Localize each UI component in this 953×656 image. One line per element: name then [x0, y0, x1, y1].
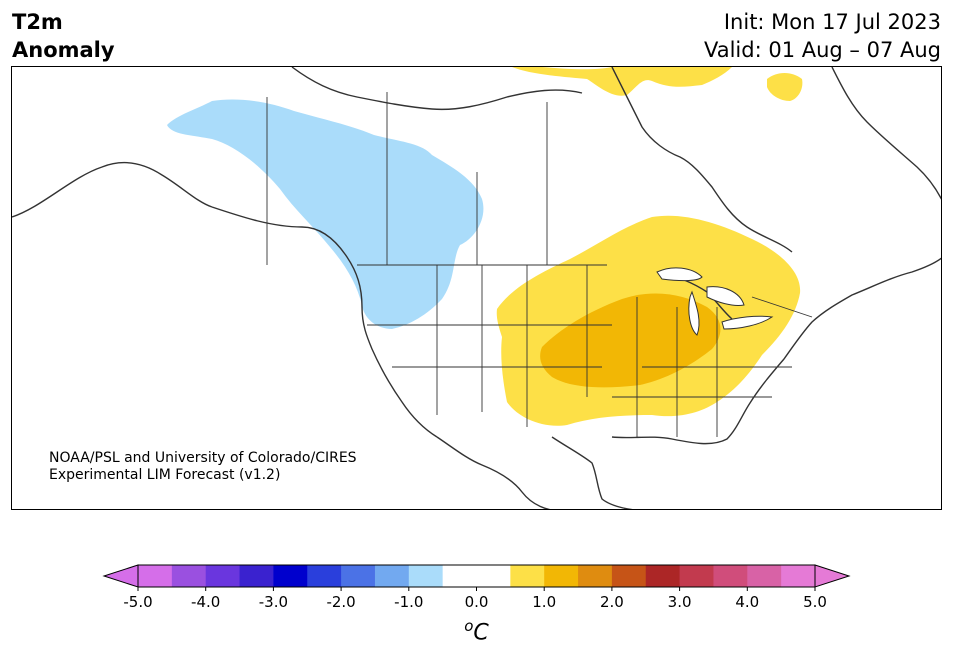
forecast-dates: Init: Mon 17 Jul 2023 Valid: 01 Aug – 07… [704, 8, 941, 64]
colorbar-segment [679, 565, 714, 587]
colorbar-tick-label: 1.0 [532, 593, 556, 611]
colorbar: -5.0 -4.0 -3.0 -2.0 -1.0 0.0 1.0 2.0 3.0 4.0 5.0 o… [0, 555, 953, 656]
colorbar-segment [138, 565, 173, 587]
colorbar-segment [781, 565, 816, 587]
unit-superscript: o [464, 617, 474, 635]
colorbar-segment [544, 565, 579, 587]
colorbar-under-arrow [102, 564, 139, 588]
strong-warm-anomaly-region [540, 293, 721, 388]
colorbar-tick-label: 0.0 [465, 593, 489, 611]
colorbar-graphic: -5.0 -4.0 -3.0 -2.0 -1.0 0.0 1.0 2.0 3.0 4.0 5.0 [102, 564, 851, 611]
colorbar-tick-label: 5.0 [803, 593, 827, 611]
great-lakes [656, 267, 774, 336]
colorbar-tick-label: -5.0 [123, 593, 152, 611]
title-line-1: T2m [12, 10, 63, 34]
colorbar-segment [578, 565, 613, 587]
colorbar-tick-label: 4.0 [735, 593, 759, 611]
init-date: Init: Mon 17 Jul 2023 [723, 10, 941, 34]
colorbar-segment [307, 565, 342, 587]
credit-line-2: Experimental LIM Forecast (v1.2) [49, 467, 281, 483]
map-title: T2m Anomaly [12, 8, 115, 64]
warm-anomaly-greenland [512, 67, 732, 96]
colorbar-segment [476, 565, 511, 587]
valid-range: Valid: 01 Aug – 07 Aug [703, 38, 941, 62]
colorbar-segment [510, 565, 545, 587]
coastlines [12, 67, 941, 509]
colorbar-segment [747, 565, 782, 587]
colorbar-segment [408, 565, 444, 587]
colorbar-tick-label: -4.0 [191, 593, 220, 611]
colorbar-tick-label: -2.0 [326, 593, 355, 611]
colorbar-segment [611, 565, 647, 587]
colorbar-segment [374, 565, 410, 587]
cold-anomaly-region [167, 99, 484, 329]
colorbar-tick-label: 3.0 [668, 593, 692, 611]
unit-base: C [473, 620, 489, 646]
colorbar-segment [713, 565, 748, 587]
warm-anomaly-baffin [767, 73, 803, 101]
colorbar-over-arrow [814, 564, 851, 588]
title-line-2: Anomaly [12, 38, 115, 62]
colorbar-tick-label: -1.0 [394, 593, 423, 611]
colorbar-tick-label: -3.0 [259, 593, 288, 611]
credit-line-1: NOAA/PSL and University of Colorado/CIRE… [49, 450, 357, 466]
colorbar-segment [205, 565, 241, 587]
colorbar-segment [239, 565, 274, 587]
colorbar-segment [171, 565, 207, 587]
colorbar-segment [645, 565, 681, 587]
anomaly-map [12, 67, 941, 509]
colorbar-segment [341, 565, 376, 587]
political-borders [266, 92, 813, 437]
colorbar-tick-label: 2.0 [600, 593, 624, 611]
credit-text: NOAA/PSL and University of Colorado/CIRE… [49, 450, 357, 484]
colorbar-unit: oC [0, 617, 953, 645]
map-panel [11, 66, 942, 510]
colorbar-segment [273, 565, 308, 587]
colorbar-segment [442, 565, 477, 587]
